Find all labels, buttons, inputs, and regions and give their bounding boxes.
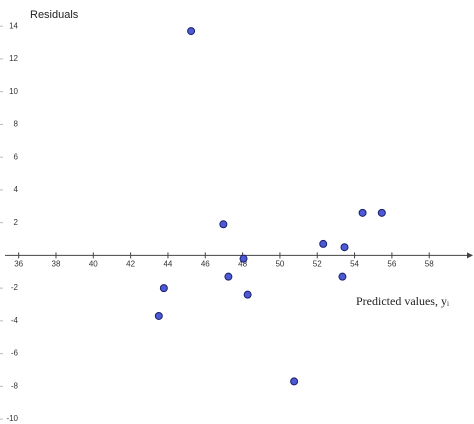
x-tick-label: 54	[350, 259, 359, 268]
y-tick-label: 12	[9, 54, 18, 63]
y-axis-label: Residuals	[30, 9, 79, 21]
x-tick-label: 44	[163, 259, 172, 268]
y-tick-label: 6	[14, 152, 19, 161]
x-tick-label: 36	[14, 259, 23, 268]
point	[154, 311, 163, 320]
x-tick-label: 52	[313, 259, 322, 268]
x-tick-label: 56	[387, 259, 396, 268]
x-tick-label: 38	[52, 259, 61, 268]
x-tick-label: 50	[275, 259, 284, 268]
x-tick-label: 40	[89, 259, 98, 268]
y-tick-label: 8	[14, 120, 19, 129]
y-tick-label: 14	[9, 21, 18, 30]
y-tick-label: 10	[9, 87, 18, 96]
point	[377, 208, 386, 217]
x-tick-label: 58	[425, 259, 434, 268]
y-tick-label: 4	[14, 185, 19, 194]
point	[290, 377, 299, 386]
point	[340, 243, 349, 252]
point	[338, 272, 347, 281]
y-tick-label: -10	[6, 414, 18, 423]
x-axis-label: Predicted values, yᵢ	[356, 294, 449, 308]
point	[187, 27, 196, 36]
y-tick-label: -8	[11, 381, 19, 390]
x-tick-label: 42	[126, 259, 135, 268]
y-tick-label: 2	[14, 218, 19, 227]
x-tick-label: 46	[201, 259, 210, 268]
x-axis-arrow	[467, 252, 473, 259]
point	[358, 208, 367, 217]
point	[159, 284, 168, 293]
point	[239, 254, 248, 263]
y-tick-label: -6	[11, 349, 19, 358]
point	[219, 220, 228, 229]
y-tick-label: -2	[11, 283, 19, 292]
y-tick-label: -4	[11, 316, 19, 325]
x-tick-label: 48	[238, 259, 247, 268]
point	[224, 272, 233, 281]
point	[319, 239, 328, 248]
point	[243, 290, 252, 299]
